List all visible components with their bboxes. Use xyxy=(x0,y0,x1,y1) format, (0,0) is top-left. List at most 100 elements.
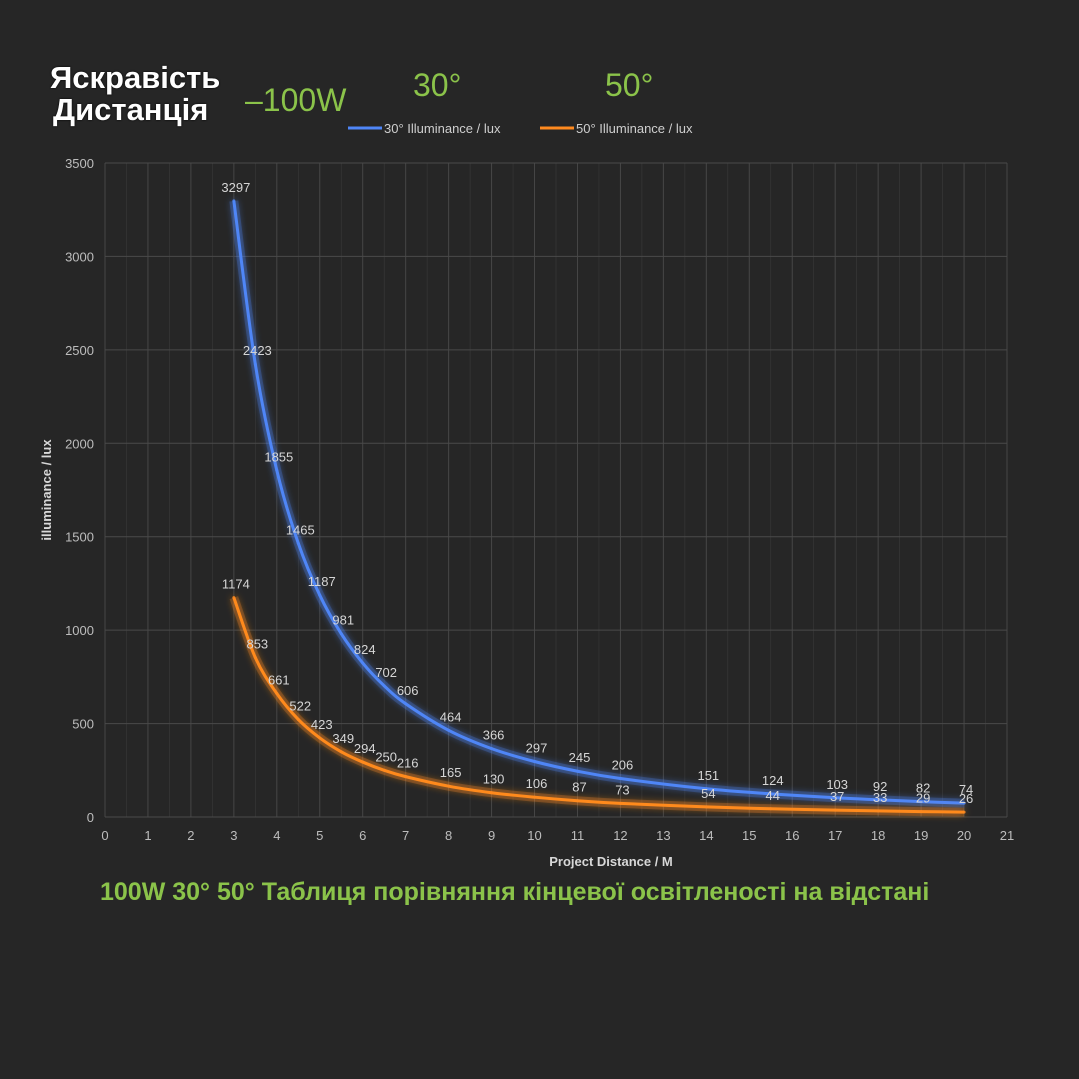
data-point xyxy=(447,784,451,788)
header-angle-30: 30° xyxy=(413,67,462,103)
y-tick-label: 0 xyxy=(87,810,94,825)
data-label: 165 xyxy=(440,765,462,780)
data-label: 54 xyxy=(701,786,715,801)
y-axis-title: illuminance / lux xyxy=(39,439,54,541)
data-label: 33 xyxy=(873,790,887,805)
data-label: 606 xyxy=(397,683,419,698)
data-point xyxy=(339,750,343,754)
x-tick-label: 19 xyxy=(914,828,928,843)
data-label: 29 xyxy=(916,791,930,806)
data-label: 702 xyxy=(375,665,397,680)
data-label: 1855 xyxy=(264,449,293,464)
data-label: 216 xyxy=(397,756,419,771)
x-axis-title: Project Distance / M xyxy=(549,854,673,869)
x-tick-label: 18 xyxy=(871,828,885,843)
header-angle-50: 50° xyxy=(605,67,654,103)
data-label: 349 xyxy=(332,731,354,746)
data-label: 37 xyxy=(830,789,844,804)
data-point xyxy=(404,702,408,706)
data-point xyxy=(876,798,880,802)
x-tick-label: 7 xyxy=(402,828,409,843)
data-label: 661 xyxy=(268,672,290,687)
data-point xyxy=(962,801,966,805)
data-point xyxy=(490,791,494,795)
y-tick-label: 3500 xyxy=(65,156,94,171)
data-label: 981 xyxy=(332,613,354,628)
x-tick-label: 14 xyxy=(699,828,713,843)
data-point xyxy=(575,799,579,803)
data-label: 92 xyxy=(873,779,887,794)
y-tick-label: 2000 xyxy=(65,436,94,451)
data-label: 2423 xyxy=(243,343,272,358)
x-tick-label: 8 xyxy=(445,828,452,843)
data-label: 824 xyxy=(354,642,376,657)
data-point xyxy=(447,728,451,732)
x-tick-label: 13 xyxy=(656,828,670,843)
data-label: 73 xyxy=(615,782,629,797)
data-point xyxy=(618,801,622,805)
data-label: 245 xyxy=(569,750,591,765)
data-label: 366 xyxy=(483,728,505,743)
data-label: 522 xyxy=(289,698,311,713)
x-tick-label: 15 xyxy=(742,828,756,843)
y-tick-label: 2500 xyxy=(65,343,94,358)
data-point xyxy=(253,656,257,660)
data-label: 294 xyxy=(354,741,376,756)
header-power: –100W xyxy=(245,82,347,118)
series-line-30 xyxy=(232,200,965,805)
x-tick-label: 5 xyxy=(316,828,323,843)
data-label: 1187 xyxy=(308,574,336,589)
data-label: 26 xyxy=(959,791,973,806)
data-point xyxy=(361,661,365,665)
data-label: 74 xyxy=(959,782,973,797)
chart-caption: 100W 30° 50° Таблиця порівняння кінцевої… xyxy=(100,878,930,906)
data-point xyxy=(382,684,386,688)
y-tick-label: 500 xyxy=(72,717,94,732)
x-tick-label: 6 xyxy=(359,828,366,843)
data-point xyxy=(533,760,537,764)
data-point xyxy=(318,593,322,597)
x-tick-label: 11 xyxy=(571,828,585,843)
series-line-50 xyxy=(232,597,965,814)
x-tick-label: 4 xyxy=(273,828,280,843)
x-tick-label: 9 xyxy=(488,828,495,843)
data-label: 103 xyxy=(826,777,848,792)
data-label: 87 xyxy=(572,780,586,795)
data-point xyxy=(533,795,537,799)
data-point xyxy=(361,760,365,764)
legend-label: 30° Illuminance / lux xyxy=(384,121,501,136)
data-label: 44 xyxy=(766,788,780,803)
data-label: 464 xyxy=(440,709,462,724)
legend-label: 50° Illuminance / lux xyxy=(576,121,693,136)
data-point xyxy=(876,809,880,813)
data-label: 106 xyxy=(526,776,548,791)
x-tick-label: 0 xyxy=(101,828,108,843)
data-label: 206 xyxy=(612,758,634,773)
x-tick-label: 1 xyxy=(144,828,151,843)
data-point xyxy=(404,775,408,779)
x-tick-label: 21 xyxy=(1000,828,1014,843)
x-tick-label: 10 xyxy=(527,828,541,843)
data-point xyxy=(296,717,300,721)
data-point xyxy=(339,632,343,636)
x-tick-label: 16 xyxy=(785,828,799,843)
data-point xyxy=(253,362,257,366)
data-point xyxy=(704,787,708,791)
data-label: 250 xyxy=(375,749,397,764)
data-label: 853 xyxy=(246,637,268,652)
data-point xyxy=(275,691,279,695)
data-point xyxy=(490,747,494,751)
data-label: 130 xyxy=(483,772,505,787)
data-point xyxy=(382,768,386,772)
data-point xyxy=(962,810,966,814)
data-label: 423 xyxy=(311,717,333,732)
header-brightness-title: Яскравість xyxy=(50,60,221,95)
illuminance-chart: 30° Illuminance / lux 50° Illuminance / l… xyxy=(39,121,1014,869)
data-point xyxy=(833,808,837,812)
data-point xyxy=(833,796,837,800)
data-point xyxy=(919,810,923,814)
data-label: 297 xyxy=(526,741,548,756)
data-point xyxy=(296,541,300,545)
data-label: 1174 xyxy=(222,577,250,592)
x-tick-label: 2 xyxy=(187,828,194,843)
